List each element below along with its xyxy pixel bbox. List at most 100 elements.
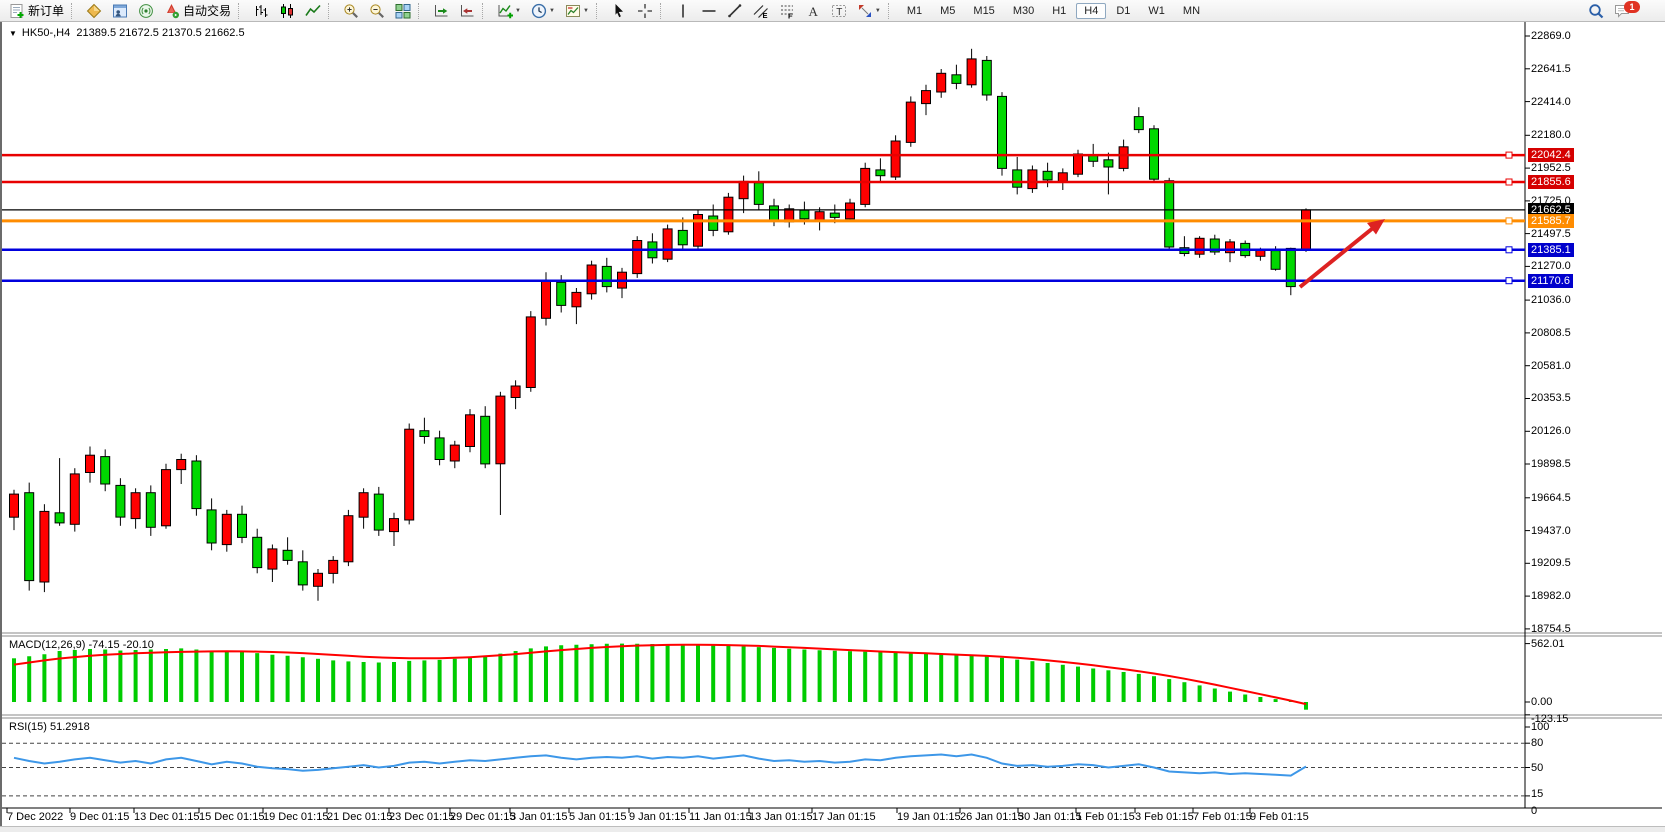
time-axis-label: 19 Jan 01:15 (897, 811, 961, 823)
one-click-trading-toggle-icon[interactable]: ▼ (9, 29, 17, 38)
market-watch-button[interactable] (108, 1, 132, 21)
price-tick-label: 21952.5 (1531, 162, 1571, 174)
fibonacci-button[interactable]: F (775, 1, 799, 21)
channel-icon: E (753, 4, 768, 19)
time-axis-label: 26 Jan 01:15 (960, 811, 1024, 823)
chart-canvas[interactable] (2, 22, 1665, 832)
price-line-badge: 21385.1 (1528, 243, 1574, 257)
price-tick-label: 22641.5 (1531, 63, 1571, 75)
new-order-button[interactable]: 新订单 (5, 1, 68, 21)
magnifier-icon (1589, 4, 1604, 19)
timeframe-button-m15[interactable]: M15 (973, 4, 995, 17)
time-axis-label: 9 Jan 01:15 (629, 811, 687, 823)
chevron-down-icon[interactable]: ▼ (582, 7, 589, 14)
text-label-button[interactable]: T (827, 1, 851, 21)
price-tick-label: 20808.5 (1531, 327, 1571, 339)
text-button[interactable]: A (801, 1, 825, 21)
symbol-period-label: HK50-,H4 (21, 27, 71, 39)
time-axis-label: 13 Jan 01:15 (749, 811, 813, 823)
templates-button[interactable]: ▼ (561, 1, 593, 21)
arrows-icon (858, 4, 871, 17)
cursor-button[interactable] (607, 1, 631, 21)
macd-tick-label: 0.00 (1531, 696, 1553, 708)
bars-icon (256, 4, 268, 17)
template-icon (565, 4, 580, 17)
svg-text:E: E (762, 11, 767, 19)
zoom-out-button[interactable] (365, 1, 389, 21)
vline-icon (682, 4, 684, 17)
time-axis-label: 1 Feb 01:15 (1076, 811, 1135, 823)
timeframe-button-m1[interactable]: M1 (906, 4, 923, 17)
rsi-tick-label: 0 (1531, 805, 1538, 817)
search-button[interactable] (1584, 1, 1608, 21)
trend-arrow-annotation[interactable] (1298, 219, 1385, 289)
price-tick-label: 22414.0 (1531, 96, 1571, 108)
autotrade-icon (167, 3, 180, 18)
price-line-badge: 22042.4 (1528, 148, 1574, 162)
timeframe-button-m30[interactable]: M30 (1012, 4, 1035, 17)
crosshair-icon (637, 3, 652, 18)
chevron-down-icon[interactable]: ▼ (548, 7, 555, 14)
trendline-button[interactable] (723, 1, 747, 21)
price-tick-label: 21036.0 (1531, 294, 1571, 306)
price-tick-label: 21497.5 (1531, 228, 1571, 240)
time-axis-label: 29 Dec 01:15 (450, 811, 516, 823)
time-axis-label: 17 Jan 01:15 (812, 811, 876, 823)
rsi-tick-label: 50 (1531, 762, 1544, 774)
indicators-button[interactable]: ▼ (493, 1, 525, 21)
timeframe-button-m5[interactable]: M5 (940, 4, 956, 17)
timeframe-button-mn[interactable]: MN (1182, 4, 1201, 17)
time-axis-label: 3 Jan 01:15 (510, 811, 568, 823)
timeframe-button-w1[interactable]: W1 (1148, 4, 1165, 17)
cursor-icon (615, 3, 623, 17)
arrows-button[interactable]: ▼ (853, 1, 885, 21)
fibo-icon: F (780, 5, 793, 19)
toolbar-separator (418, 2, 424, 19)
zoom-in-button[interactable] (339, 1, 363, 21)
auto-trading-button[interactable]: 自动交易 (160, 1, 235, 21)
price-tick-label: 20126.0 (1531, 425, 1571, 437)
rsi-tick-label: 15 (1531, 788, 1544, 800)
price-tick-label: 19437.0 (1531, 525, 1571, 537)
auto-scroll-button[interactable] (429, 1, 453, 21)
timeframe-button-d1[interactable]: D1 (1116, 4, 1131, 17)
chevron-down-icon[interactable]: ▼ (515, 7, 521, 14)
price-line-badge: 21855.6 (1528, 175, 1574, 189)
main-toolbar: 新订单 自动交易 ▼ ▼ ▼ E F A T ▼ M1 M5 M15 M30 H1 H4 D1 W1 MN 1 (0, 0, 1665, 22)
toolbar-separator (595, 2, 602, 19)
hline-icon (702, 9, 716, 12)
price-tick-label: 20353.5 (1531, 392, 1571, 404)
macd-tick-label: 562.01 (1531, 638, 1565, 650)
chart-symbol-title: ▼ HK50-,H4 21389.5 21672.5 21370.5 21662.… (9, 27, 245, 39)
tile-windows-button[interactable] (391, 1, 415, 21)
time-axis-label: 11 Jan 01:15 (689, 811, 752, 823)
channel-button[interactable]: E (749, 1, 773, 21)
window-bottom-edge (0, 826, 1665, 832)
timeframe-button-h1[interactable]: H1 (1052, 4, 1067, 17)
crosshair-button[interactable] (633, 1, 657, 21)
vertical-line-button[interactable] (671, 1, 695, 21)
timeframe-button-h4[interactable]: H4 (1076, 2, 1107, 19)
periods-button[interactable]: ▼ (527, 1, 559, 21)
time-axis-label: 15 Dec 01:15 (199, 811, 265, 823)
chart-shift-button[interactable] (455, 1, 479, 21)
data-feed-button[interactable] (134, 1, 158, 21)
line-chart-button[interactable] (301, 1, 325, 21)
chevron-down-icon[interactable]: ▼ (874, 7, 881, 14)
time-axis-label: 9 Feb 01:15 (1250, 811, 1309, 823)
clock-icon (531, 3, 547, 18)
price-tick-label: 21270.0 (1531, 260, 1571, 272)
time-axis-label: 13 Dec 01:15 (134, 811, 200, 823)
horizontal-line-button[interactable] (697, 1, 721, 21)
candlestick-chart-button[interactable] (275, 1, 299, 21)
neworder-icon (10, 3, 24, 18)
notification-badge: 1 (1624, 1, 1640, 13)
bar-chart-button[interactable] (249, 1, 273, 21)
time-axis-label: 9 Dec 01:15 (70, 811, 130, 823)
zoomin-icon (344, 3, 359, 18)
rsi-tick-label: 100 (1531, 721, 1550, 733)
metaeditor-button[interactable] (82, 1, 106, 21)
chat-button[interactable]: 1 (1610, 1, 1650, 21)
texta-icon: A (808, 4, 818, 19)
textt-icon: T (831, 4, 846, 18)
